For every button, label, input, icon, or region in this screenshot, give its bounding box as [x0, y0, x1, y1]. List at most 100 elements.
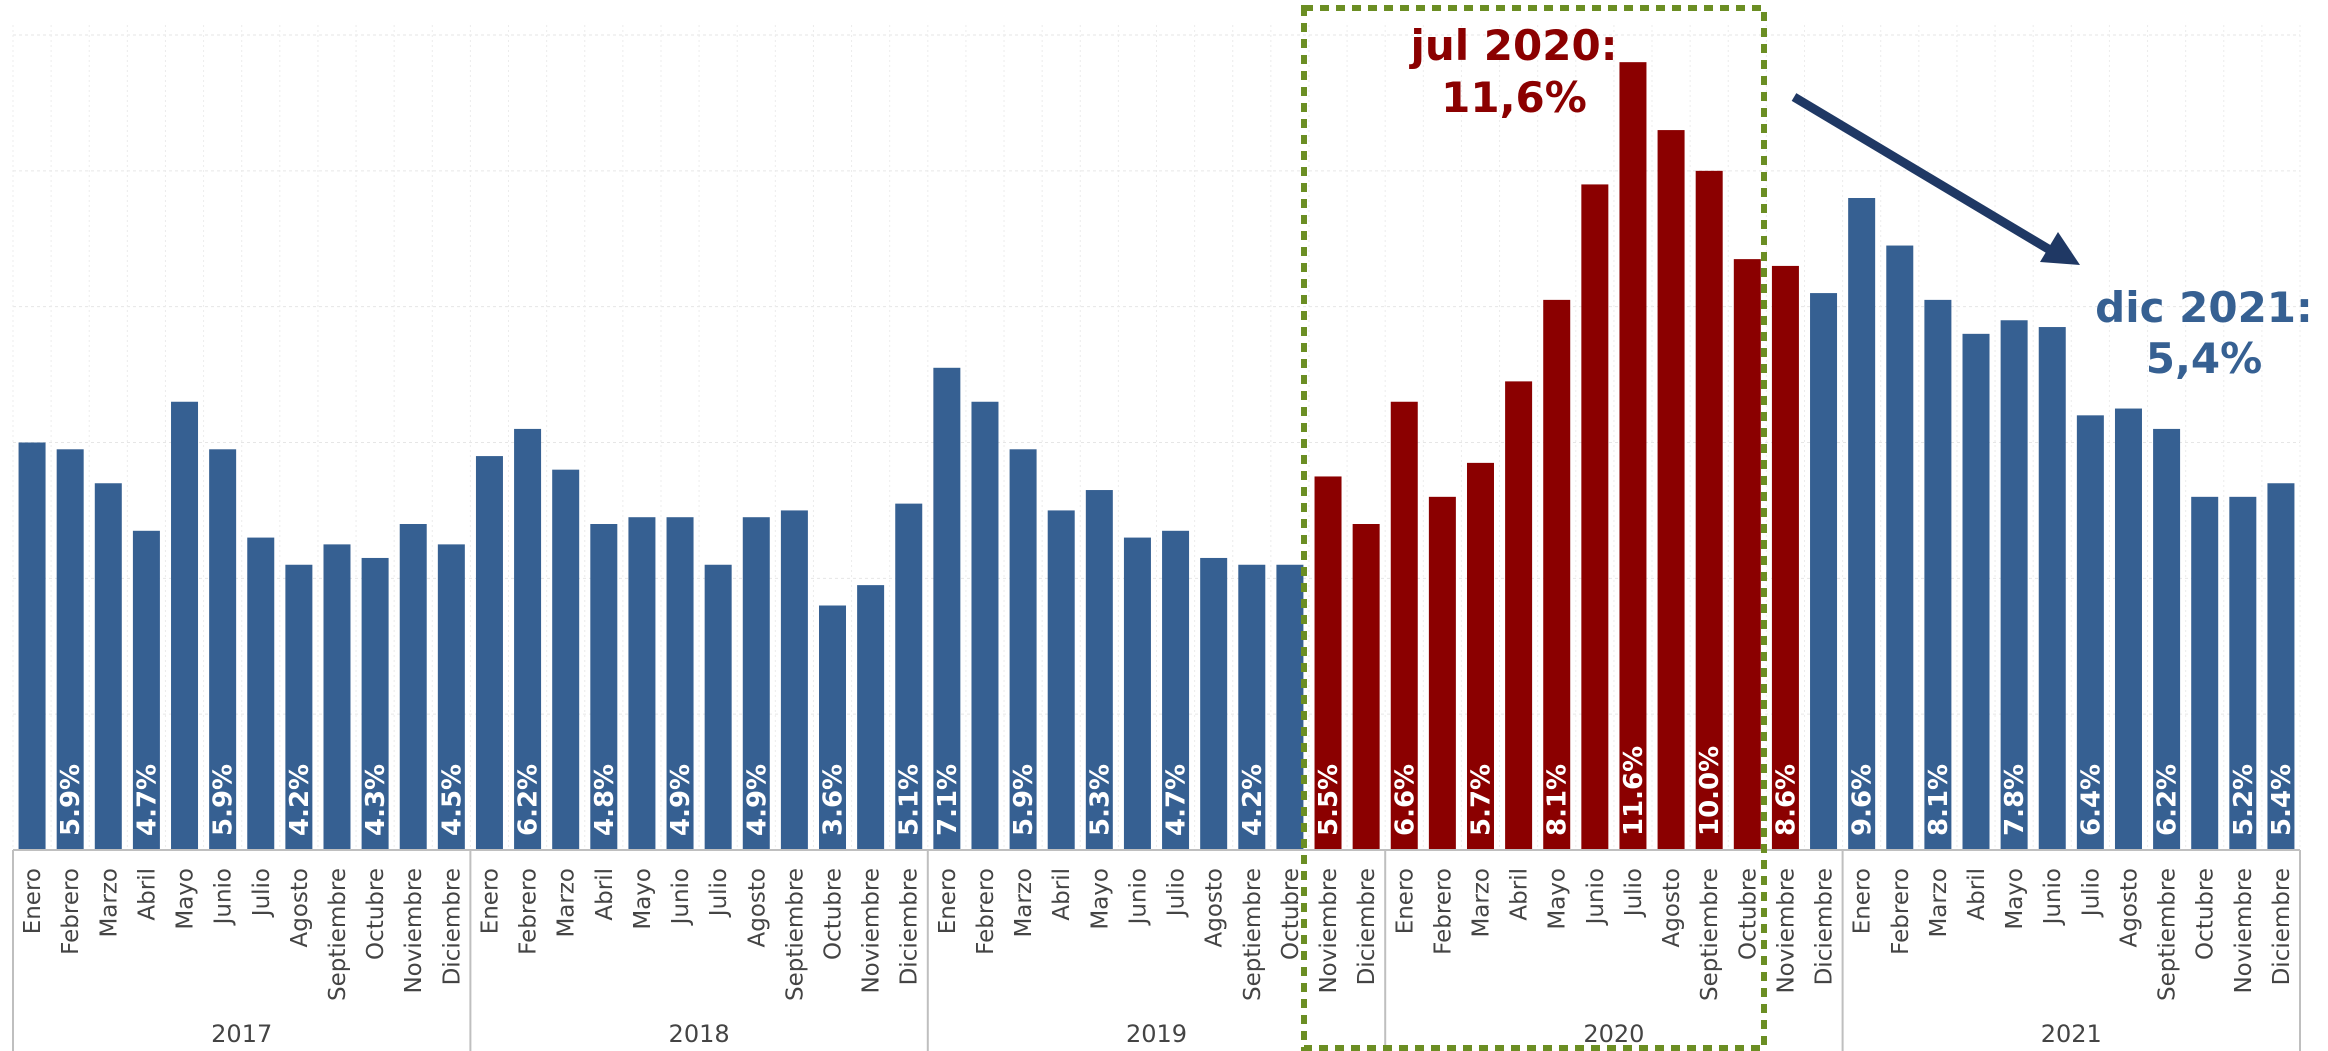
bar — [2000, 320, 2028, 850]
bar — [1695, 170, 1723, 851]
month-tick-label: Agosto — [2116, 868, 2142, 947]
bar — [1162, 530, 1190, 850]
bar — [1581, 184, 1609, 850]
month-tick-label: Septiembre — [1697, 868, 1723, 1001]
bar-data-label: 5.3% — [1085, 764, 1115, 836]
bar — [1009, 449, 1037, 850]
bar — [1200, 557, 1228, 850]
month-tick-label: Julio — [706, 868, 732, 918]
month-tick-label: Enero — [935, 868, 961, 934]
bar-data-label: 11.6% — [1619, 746, 1649, 836]
bar — [2267, 483, 2295, 850]
bar — [590, 524, 618, 850]
bar — [361, 557, 389, 850]
bar — [2076, 415, 2104, 850]
month-tick-label: Diciembre — [2269, 868, 2295, 985]
month-tick-label: Mayo — [630, 868, 656, 930]
month-tick-label: Febrero — [58, 868, 84, 955]
month-tick-label: Mayo — [1545, 868, 1571, 930]
bar-data-label: 5.5% — [1314, 764, 1344, 836]
bar-data-label: 5.4% — [2267, 764, 2297, 836]
bar — [933, 367, 961, 850]
trend-arrow-head-icon — [2040, 232, 2080, 265]
month-tick-label: Octubre — [1278, 868, 1304, 960]
bar — [819, 605, 847, 850]
month-tick-label: Noviembre — [2231, 868, 2257, 994]
bar-data-label: 4.3% — [361, 764, 391, 836]
bar — [1047, 510, 1075, 850]
year-label: 2018 — [669, 1020, 730, 1048]
month-tick-label: Noviembre — [859, 868, 885, 994]
bar — [514, 428, 542, 850]
month-tick-label: Enero — [1850, 868, 1876, 934]
bar-data-label: 3.6% — [819, 764, 849, 836]
bar — [1543, 299, 1571, 850]
bar — [628, 517, 656, 850]
bar — [857, 585, 885, 850]
year-label: 2017 — [211, 1020, 272, 1048]
month-tick-label: Abril — [134, 868, 160, 921]
month-tick-label: Noviembre — [401, 868, 427, 994]
bar-data-label: 8.1% — [1924, 764, 1954, 836]
bar — [1962, 333, 1990, 850]
month-tick-label: Julio — [249, 868, 275, 918]
bar — [399, 524, 427, 850]
bar — [1619, 62, 1647, 850]
month-tick-label: Agosto — [744, 868, 770, 947]
month-tick-label: Octubre — [363, 868, 389, 960]
bar — [1085, 490, 1113, 850]
gridlines — [12, 25, 2301, 850]
month-tick-label: Junio — [668, 868, 694, 926]
bar — [780, 510, 808, 850]
month-tick-label: Noviembre — [1773, 868, 1799, 994]
bar — [1886, 245, 1914, 850]
bar-data-label: 4.7% — [132, 764, 162, 836]
bar-data-label: 7.8% — [2000, 764, 2030, 836]
bar-data-label: 4.9% — [666, 764, 696, 836]
bar — [1771, 265, 1799, 851]
month-tick-label: Septiembre — [2155, 868, 2181, 1001]
last-annotation-line2: 5,4% — [2146, 334, 2262, 383]
bar — [475, 456, 503, 850]
month-tick-label: Agosto — [287, 868, 313, 947]
month-tick-label: Octubre — [2193, 868, 2219, 960]
bar — [2038, 327, 2066, 851]
data-labels-group: 5.9% 4.7% 5.9% 4.2% 4.3% 4.5% 6.2% 4.8% 4.9% 4.9%… — [56, 746, 2297, 836]
bar-data-label: 8.1% — [1543, 764, 1573, 836]
month-tick-label: Marzo — [1468, 868, 1494, 938]
bar-data-label: 4.7% — [1162, 764, 1192, 836]
bar-data-label: 5.2% — [2229, 764, 2259, 836]
month-tick-label: Junio — [1583, 868, 1609, 926]
month-tick-label: Febrero — [516, 868, 542, 955]
bar — [1733, 259, 1761, 850]
bar — [285, 564, 313, 850]
bar — [56, 449, 84, 850]
month-tick-label: Diciembre — [897, 868, 923, 985]
bar — [704, 564, 732, 850]
bar — [1848, 198, 1876, 850]
bar — [2153, 428, 2181, 850]
bar — [742, 517, 770, 850]
bar-data-label: 4.9% — [742, 764, 772, 836]
bar-data-label: 6.2% — [2153, 764, 2183, 836]
month-tick-label: Abril — [1507, 868, 1533, 921]
bar — [18, 442, 46, 850]
bar — [209, 449, 237, 850]
bar-data-label: 5.7% — [1466, 764, 1496, 836]
month-tick-label: Mayo — [173, 868, 199, 930]
bar — [971, 401, 999, 850]
bar — [1390, 401, 1418, 850]
month-tick-label: Diciembre — [1812, 868, 1838, 985]
x-axis: Enero Febrero Marzo Abril Mayo Junio Julio Agos… — [12, 849, 2301, 1051]
month-tick-label: Enero — [477, 868, 503, 934]
month-tick-label: Octubre — [1735, 868, 1761, 960]
bar — [1276, 564, 1304, 850]
bar-data-label: 5.1% — [895, 764, 925, 836]
month-tick-label: Septiembre — [1240, 868, 1266, 1001]
month-tick-label: Marzo — [1926, 868, 1952, 938]
bar — [94, 483, 122, 850]
bar-data-label: 4.8% — [590, 764, 620, 836]
month-tick-label: Diciembre — [439, 868, 465, 985]
bar-data-label: 4.2% — [285, 764, 315, 836]
